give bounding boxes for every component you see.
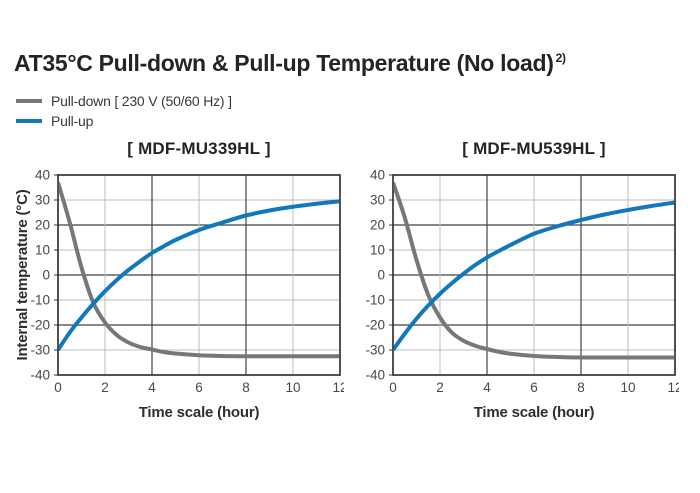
chart-title-mdf-mu339hl: [ MDF-MU339HL ] [127,139,271,158]
y-tick-label: 20 [370,218,385,233]
title-footnote-marker: 2) [555,51,566,65]
curve-pull-up [393,200,675,352]
y-tick-label: 10 [35,243,50,258]
y-tick-label: 0 [42,268,50,283]
y-tick-label: 30 [35,193,50,208]
x-tick-label: 12 [667,380,679,395]
x-tick-label: 2 [436,380,444,395]
x-tick-label: 2 [101,380,109,395]
y-tick-label: -40 [30,368,50,383]
pullup-line-swatch [16,119,42,123]
x-tick-label: 12 [332,380,344,395]
plot-mdf-mu339hl: 40 30 20 10 0 -10 -20 -30 -40 0 2 4 6 8 10 12 [30,168,344,396]
curve-pull-down [58,181,340,359]
curve-pull-up [58,199,340,352]
x-axis-label-left: Time scale (hour) [138,404,260,421]
page-title: AT35°C Pull-down & Pull-up Temperature (… [14,50,566,77]
chart-block-mdf-mu339hl: [ MDF-MU339HL ] Internal temperature (°C… [14,138,344,421]
y-tick-label: -30 [365,343,385,358]
y-tick-label: -30 [30,343,50,358]
x-axis-label-right: Time scale (hour) [473,404,595,421]
y-tick-label: 40 [370,168,385,183]
y-tick-label: -20 [30,318,50,333]
y-tick-label: 20 [35,218,50,233]
y-tick-label: 30 [370,193,385,208]
x-tick-label: 8 [577,380,585,395]
y-tick-label: 10 [370,243,385,258]
y-tick-label: 40 [35,168,50,183]
y-tick-label: 0 [377,268,385,283]
legend-item-pulldown: Pull-down [ 230 V (50/60 Hz) ] [16,91,232,111]
x-tick-label: 4 [148,380,156,395]
x-tick-label: 0 [54,380,62,395]
x-tick-label: 6 [530,380,538,395]
pulldown-line-swatch [16,99,42,103]
y-tick-label: -10 [30,293,50,308]
x-tick-label: 10 [620,380,635,395]
x-tick-label: 6 [195,380,203,395]
page-title-text: AT35°C Pull-down & Pull-up Temperature (… [14,50,554,76]
y-tick-label: -40 [365,368,385,383]
legend-item-pullup: Pull-up [16,111,232,131]
legend-label-pullup: Pull-up [51,113,94,129]
y-axis-label: Internal temperature (°C) [14,189,31,361]
x-tick-label: 8 [242,380,250,395]
chart-block-mdf-mu539hl: [ MDF-MU539HL ] 40 30 20 10 0 -10 -20 -30 -40 0 2 4… [349,138,679,421]
plot-mdf-mu539hl: 40 30 20 10 0 -10 -20 -30 -40 0 2 4 6 8 10 12 [365,168,679,396]
chart-title-mdf-mu539hl: [ MDF-MU539HL ] [462,139,606,158]
curve-pull-down [393,181,675,360]
y-tick-label: -20 [365,318,385,333]
x-tick-label: 4 [483,380,491,395]
legend: Pull-down [ 230 V (50/60 Hz) ] Pull-up [16,91,232,131]
x-tick-label: 10 [285,380,300,395]
y-tick-label: -10 [365,293,385,308]
legend-label-pulldown: Pull-down [ 230 V (50/60 Hz) ] [51,93,232,109]
x-tick-label: 0 [389,380,397,395]
